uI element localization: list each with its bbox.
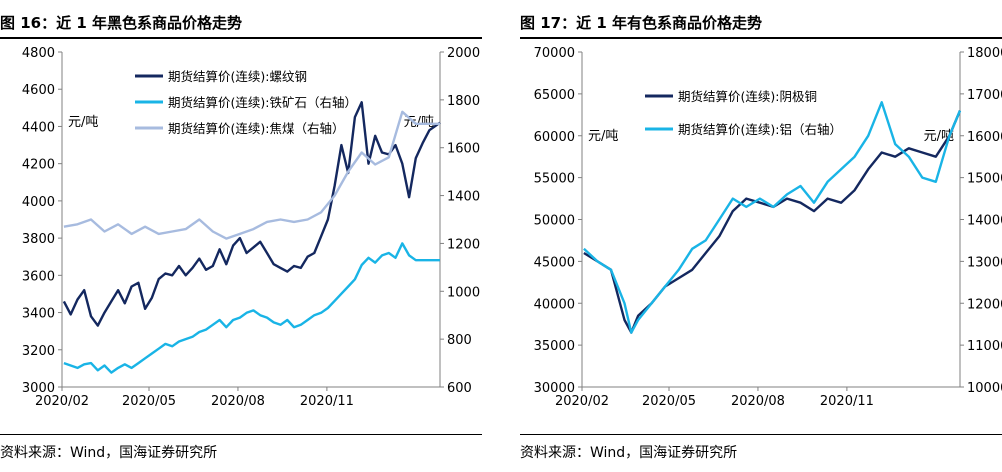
left-tick-label: 4000	[22, 195, 55, 210]
x-tick-label: 2020/02	[35, 394, 89, 409]
left-tick-label: 40000	[534, 297, 575, 312]
series-line-1	[583, 110, 962, 334]
right-tick-label: 1400	[447, 190, 480, 205]
x-tick-label: 2020/08	[211, 394, 265, 409]
right-tick-label: 12000	[967, 297, 1002, 312]
x-tick-label: 2020/05	[642, 394, 696, 409]
right-tick-label: 1200	[447, 237, 480, 252]
x-tick-label: 2020/05	[122, 394, 176, 409]
right-tick-label: 800	[447, 333, 472, 348]
chart-17-svg: 30000 35000 40000 45000 50000 55000 60000 65000…	[534, 46, 1002, 409]
left-tick-label: 30000	[534, 381, 575, 396]
right-tick-label: 1600	[447, 142, 480, 157]
left-tick-label: 3800	[22, 232, 55, 247]
figure-title: 图 17：近 1 年有色系商品价格走势	[520, 14, 762, 32]
source-note: 资料来源：Wind，国海证券研究所	[520, 445, 738, 461]
left-tick-label: 55000	[534, 172, 575, 187]
left-tick-label: 3600	[22, 269, 55, 284]
title-rule	[520, 37, 1002, 39]
series-line-3	[63, 110, 440, 240]
left-tick-label: 4200	[22, 158, 55, 173]
left-tick-label: 3000	[22, 381, 55, 396]
x-tick-label: 2020/11	[300, 394, 354, 409]
right-tick-label: 1800	[447, 94, 480, 109]
right-tick-label: 11000	[967, 339, 1002, 354]
legend-label: 期货结算价(连续):螺纹钢	[168, 69, 307, 84]
right-tick-label: 14000	[967, 214, 1002, 229]
left-tick-label: 60000	[534, 130, 575, 145]
left-tick-label: 65000	[534, 88, 575, 103]
right-tick-label: 10000	[967, 381, 1002, 396]
x-tick-label: 2020/02	[555, 394, 609, 409]
legend-label: 期货结算价(连续):铝（右轴）	[678, 122, 842, 137]
right-tick-label: 600	[447, 381, 472, 396]
left-tick-label: 4600	[22, 83, 55, 98]
right-tick-label: 13000	[967, 255, 1002, 270]
left-tick-label: 4400	[22, 120, 55, 135]
right-tick-label: 18000	[967, 46, 1002, 61]
right-tick-label: 17000	[967, 88, 1002, 103]
left-tick-label: 45000	[534, 255, 575, 270]
left-unit-label: 元/吨	[68, 115, 98, 130]
series-line-1	[62, 101, 441, 327]
left-tick-label: 3400	[22, 307, 55, 322]
left-tick-label: 50000	[534, 214, 575, 229]
x-tick-label: 2020/11	[820, 394, 874, 409]
series-line-2	[63, 242, 440, 374]
left-tick-label: 35000	[534, 339, 575, 354]
legend-label: 期货结算价(连续):铁矿石（右轴）	[168, 95, 357, 110]
source-rule	[520, 434, 1002, 435]
legend-label: 期货结算价(连续):焦煤（右轴）	[168, 121, 344, 136]
figure-title: 图 16：近 1 年黑色系商品价格走势	[0, 14, 242, 32]
title-rule	[0, 37, 482, 39]
right-tick-label: 1000	[447, 285, 480, 300]
series-line-2	[583, 101, 962, 334]
chart-panel-17: 图 17：近 1 年有色系商品价格走势 30000 35000 40000 45000…	[520, 0, 1002, 472]
legend-label: 期货结算价(连续):阴极铜	[678, 89, 817, 104]
left-tick-label: 4800	[22, 46, 55, 61]
left-unit-label: 元/吨	[588, 129, 618, 144]
source-note: 资料来源：Wind，国海证券研究所	[0, 445, 218, 461]
right-tick-label: 15000	[967, 172, 1002, 187]
right-tick-label: 2000	[447, 46, 480, 61]
right-tick-label: 16000	[967, 130, 1002, 145]
left-tick-label: 3200	[22, 344, 55, 359]
chart-16-svg: 3000 3200 3400 3600 3800 4000 4200 4400 4600 4800…	[22, 46, 480, 409]
source-rule	[0, 434, 482, 435]
left-tick-label: 70000	[534, 46, 575, 61]
x-tick-label: 2020/08	[731, 394, 785, 409]
chart-panel-16: 图 16：近 1 年黑色系商品价格走势 3000 3200 3400 3600 3800…	[0, 0, 482, 472]
